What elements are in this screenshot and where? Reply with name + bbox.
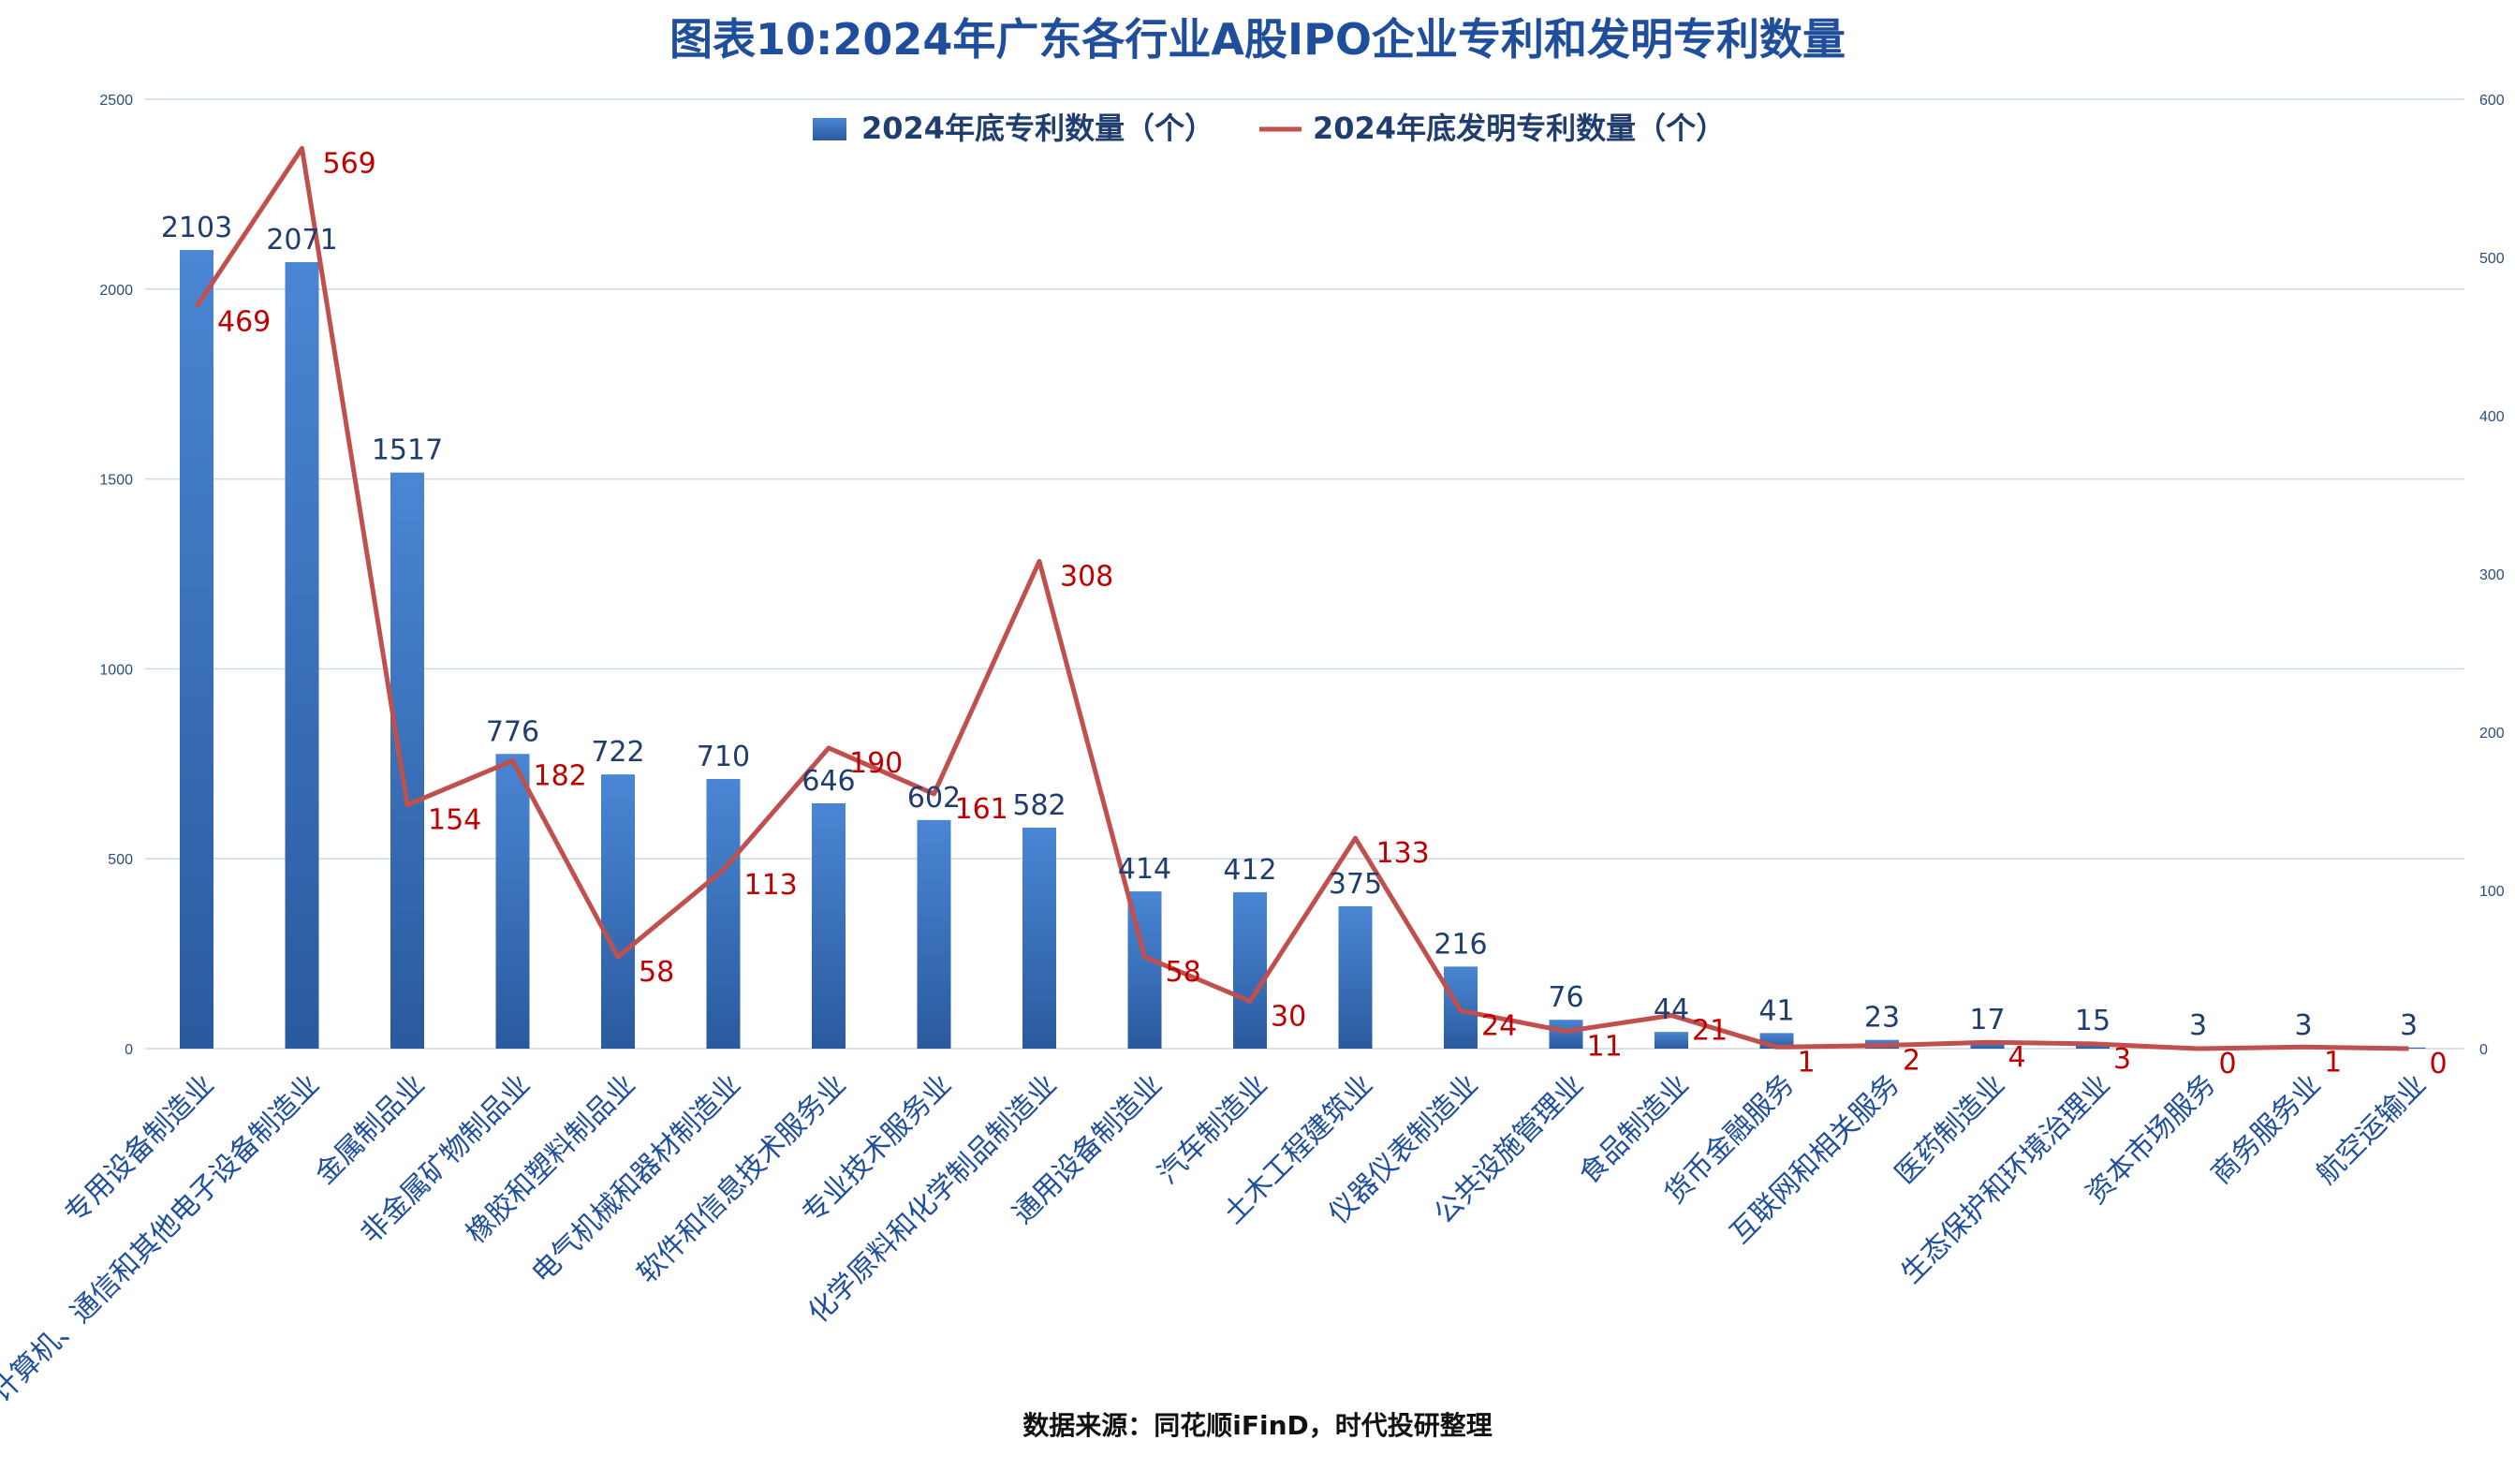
bar-value-label: 41 <box>1758 994 1794 1027</box>
gridlines <box>145 98 2464 1050</box>
bar-value-label: 776 <box>486 715 539 748</box>
bar-value-label: 710 <box>697 741 750 773</box>
bar-value-label: 17 <box>1969 1004 2005 1036</box>
bar-value-label: 3 <box>2189 1009 2207 1042</box>
category-label: 软件和信息技术服务业 <box>631 1068 853 1290</box>
right-y-axis: 0 100 200 300 400 500 600 <box>2479 93 2505 1058</box>
bar <box>917 819 951 1049</box>
category-label: 商务服务业 <box>2205 1068 2328 1191</box>
line-value-label: 21 <box>1692 1015 1728 1048</box>
bar-value-label: 1517 <box>372 434 443 467</box>
line-value-label: 182 <box>534 759 587 792</box>
left-tick-label: 0 <box>125 1042 133 1058</box>
bar-value-label: 375 <box>1329 868 1382 901</box>
bar <box>706 779 741 1049</box>
left-tick-label: 500 <box>108 852 133 868</box>
line-value-label: 113 <box>744 869 798 902</box>
line-value-label: 469 <box>217 305 271 338</box>
bar <box>495 754 530 1049</box>
category-label: 生态保护和环境治理业 <box>1895 1068 2117 1290</box>
category-labels: 专用设备制造业计算机、通信和其他电子设备制造业金属制品业非金属矿物制品业橡胶和塑… <box>0 1068 2433 1409</box>
line-value-label: 4 <box>2008 1041 2026 1074</box>
line-value-label: 0 <box>2219 1048 2237 1080</box>
category-label: 航空运输业 <box>2310 1068 2433 1191</box>
left-tick-label: 1000 <box>99 662 133 678</box>
line-value-label: 2 <box>1903 1045 1920 1078</box>
bar <box>1549 1020 1583 1049</box>
right-tick-label: 0 <box>2479 1042 2488 1058</box>
bar-value-label: 3 <box>2294 1009 2312 1042</box>
bar-value-label: 414 <box>1118 853 1171 886</box>
left-y-axis: 0 500 1000 1500 2000 2500 <box>99 93 133 1058</box>
source-note: 数据来源：同花顺iFinD，时代投研整理 <box>1022 1410 1493 1441</box>
bar-value-label: 216 <box>1434 928 1487 961</box>
bar <box>1338 905 1373 1049</box>
bar <box>1233 891 1267 1049</box>
bar-value-label: 646 <box>802 765 855 798</box>
bar-value-label: 722 <box>591 736 644 769</box>
line-series <box>194 145 2409 1051</box>
line-value-label: 58 <box>1166 956 1201 989</box>
legend-line-label: 2024年底发明专利数量（个） <box>1313 110 1726 146</box>
bar-value-label: 2071 <box>266 224 337 257</box>
line-value-label: 1 <box>2324 1046 2342 1079</box>
bar-value-label: 15 <box>2075 1005 2111 1037</box>
line-value-label: 1 <box>1798 1046 1816 1079</box>
bar <box>812 802 846 1049</box>
left-tick-label: 1500 <box>99 473 133 489</box>
right-tick-label: 600 <box>2479 93 2505 109</box>
bar-value-label: 582 <box>1012 789 1066 822</box>
line-value-label: 154 <box>428 804 481 837</box>
bar-value-label: 76 <box>1548 981 1583 1014</box>
chart-title: 图表10:2024年广东各行业A股IPO企业专利和发明专利数量 <box>669 14 1846 65</box>
bar <box>1970 1042 2005 1049</box>
legend: 2024年底专利数量（个） 2024年底发明专利数量（个） <box>813 110 1726 146</box>
left-tick-label: 2500 <box>99 93 133 109</box>
bar <box>601 774 635 1049</box>
line-value-label: 308 <box>1060 560 1113 593</box>
right-tick-label: 100 <box>2479 884 2505 900</box>
bar-value-label: 44 <box>1654 993 1689 1026</box>
right-tick-label: 400 <box>2479 409 2505 425</box>
bar <box>180 250 213 1049</box>
bar-value-label: 412 <box>1223 854 1276 887</box>
bar-value-label: 23 <box>1864 1002 1900 1035</box>
right-tick-label: 200 <box>2479 726 2505 742</box>
line-value-label: 58 <box>639 956 674 989</box>
line-value-label: 30 <box>1271 1000 1306 1033</box>
bar-value-label: 3 <box>2400 1009 2418 1042</box>
line-value-label: 24 <box>1481 1009 1517 1042</box>
bar <box>390 472 424 1049</box>
right-tick-label: 500 <box>2479 251 2505 267</box>
line-path <box>194 145 2409 1051</box>
legend-bar-swatch <box>813 118 846 140</box>
legend-bar-label: 2024年底专利数量（个） <box>861 110 1214 146</box>
bar <box>1655 1032 1688 1049</box>
bar-value-label: 602 <box>907 782 961 815</box>
left-tick-label: 2000 <box>99 283 133 299</box>
line-value-label: 0 <box>2430 1048 2448 1080</box>
line-value-label: 3 <box>2113 1043 2131 1076</box>
line-value-label: 11 <box>1587 1030 1623 1063</box>
bar <box>285 262 319 1049</box>
line-value-label: 190 <box>849 747 903 780</box>
line-value-label: 569 <box>323 147 376 180</box>
right-tick-label: 300 <box>2479 567 2505 583</box>
bar-series <box>180 250 2426 1049</box>
category-label: 电气机械和器材制造业 <box>525 1068 747 1290</box>
line-value-label: 161 <box>955 793 1008 826</box>
bar <box>1022 827 1056 1049</box>
line-value-label: 133 <box>1376 837 1430 870</box>
bar-value-label: 2103 <box>161 212 232 244</box>
